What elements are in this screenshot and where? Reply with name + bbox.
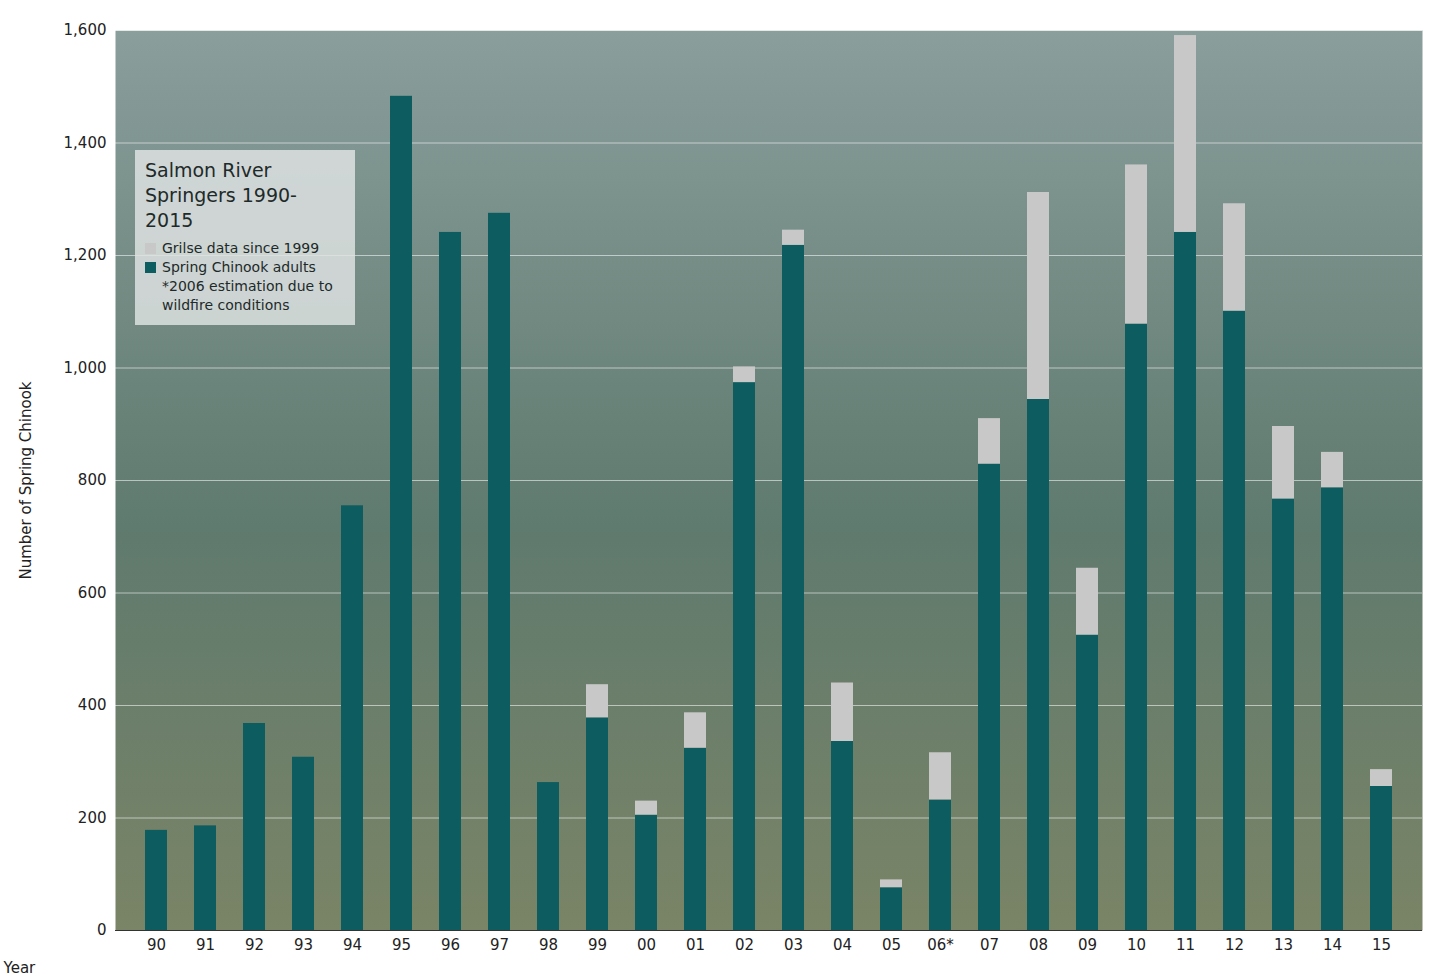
svg-text:92: 92	[245, 936, 264, 954]
svg-text:02: 02	[735, 936, 754, 954]
svg-text:200: 200	[78, 809, 107, 827]
html-text:*2006 estimation due to wildfi: *2006 estimation due to wildfire conditi…	[162, 278, 333, 313]
svg-text:99: 99	[588, 936, 607, 954]
svg-text:1,400: 1,400	[64, 134, 107, 152]
svg-text:96: 96	[441, 936, 460, 954]
svg-text:11: 11	[1176, 936, 1195, 954]
svg-text:13: 13	[1274, 936, 1293, 954]
svg-text:Number of Spring Chinook: Number of Spring Chinook	[17, 381, 35, 579]
svg-text:93: 93	[294, 936, 313, 954]
svg-text:14: 14	[1323, 936, 1342, 954]
svg-text:08: 08	[1029, 936, 1048, 954]
html-text:Spring Chinook adults: Spring Chinook adults	[162, 259, 316, 275]
svg-text:01: 01	[686, 936, 705, 954]
svg-text:1,600: 1,600	[64, 21, 107, 39]
svg-text:04: 04	[833, 936, 852, 954]
html-text:Salmon River Springers 1990-20: Salmon River Springers 1990-2015	[145, 159, 297, 231]
svg-text:90: 90	[147, 936, 166, 954]
svg-text:97: 97	[490, 936, 509, 954]
svg-text:94: 94	[343, 936, 362, 954]
svg-text:1,200: 1,200	[64, 246, 107, 264]
svg-text:1,000: 1,000	[64, 359, 107, 377]
svg-text:95: 95	[392, 936, 411, 954]
html-text:Grilse data since 1999: Grilse data since 1999	[162, 240, 320, 256]
svg-text:Year: Year	[3, 959, 37, 977]
svg-text:00: 00	[637, 936, 656, 954]
svg-text:07: 07	[980, 936, 999, 954]
svg-text:09: 09	[1078, 936, 1097, 954]
svg-text:15: 15	[1372, 936, 1391, 954]
svg-text:10: 10	[1127, 936, 1146, 954]
svg-text:03: 03	[784, 936, 803, 954]
svg-text:12: 12	[1225, 936, 1244, 954]
svg-text:400: 400	[78, 696, 107, 714]
svg-text:05: 05	[882, 936, 901, 954]
svg-text:800: 800	[78, 471, 107, 489]
svg-text:0: 0	[97, 921, 107, 939]
svg-text:06*: 06*	[927, 936, 954, 954]
svg-text:600: 600	[78, 584, 107, 602]
svg-text:91: 91	[196, 936, 215, 954]
svg-text:98: 98	[539, 936, 558, 954]
